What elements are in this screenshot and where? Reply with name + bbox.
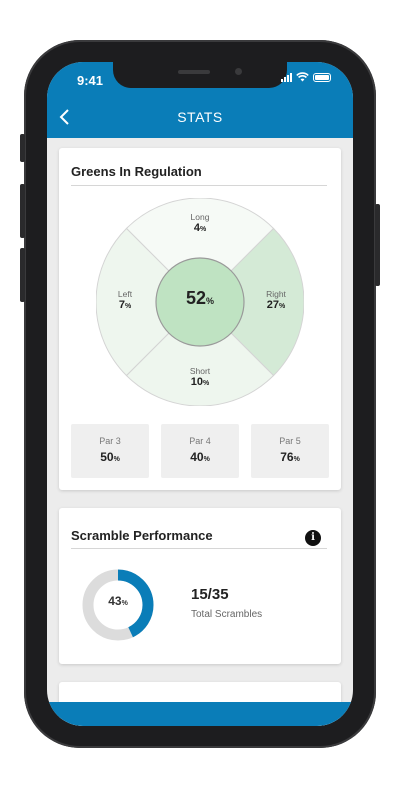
- scramble-performance-card: Scramble Performance i 43% 15/35 Total S…: [59, 508, 341, 664]
- scramble-percent: 43%: [108, 594, 128, 608]
- par3-stat: Par 3 50%: [71, 424, 149, 478]
- info-icon[interactable]: i: [305, 530, 321, 546]
- back-chevron-icon[interactable]: [57, 108, 73, 126]
- bottom-bar: [47, 702, 353, 726]
- center-circle: [155, 257, 245, 347]
- long-stat: Long 4%: [190, 212, 210, 235]
- card-title: Scramble Performance: [71, 528, 213, 543]
- notch: [113, 62, 287, 88]
- scramble-donut-chart: [82, 569, 154, 641]
- volume-down-button: [20, 248, 25, 302]
- power-button: [375, 204, 380, 286]
- left-stat: Left 7%: [117, 289, 133, 312]
- wifi-icon: [296, 72, 309, 82]
- greens-wheel: [96, 198, 304, 406]
- battery-icon: [313, 73, 331, 82]
- speaker: [178, 70, 210, 74]
- volume-up-button: [20, 184, 25, 238]
- status-time: 9:41: [77, 73, 104, 88]
- mute-switch: [20, 134, 25, 162]
- divider: [71, 548, 327, 549]
- right-stat: Right 27%: [266, 289, 286, 312]
- divider: [71, 185, 327, 186]
- screen: 9:41 STATS Greens In Regulation: [47, 62, 353, 726]
- par5-stat: Par 5 76%: [251, 424, 329, 478]
- top-bar: 9:41 STATS: [47, 62, 353, 138]
- gir-center-value: 52%: [185, 288, 215, 308]
- par4-stat: Par 4 40%: [161, 424, 239, 478]
- scramble-fraction: 15/35: [191, 586, 229, 603]
- status-icons: [281, 72, 331, 82]
- short-stat: Short 10%: [189, 366, 211, 389]
- page-title: STATS: [177, 109, 223, 125]
- camera: [235, 68, 242, 75]
- signal-icon: [281, 72, 292, 82]
- scramble-fraction-label: Total Scrambles: [191, 609, 263, 620]
- greens-in-regulation-card: Greens In Regulation 52% Long 4% Left 7%…: [59, 148, 341, 490]
- card-title: Greens In Regulation: [71, 164, 202, 179]
- donut-progress-arc: [82, 569, 154, 641]
